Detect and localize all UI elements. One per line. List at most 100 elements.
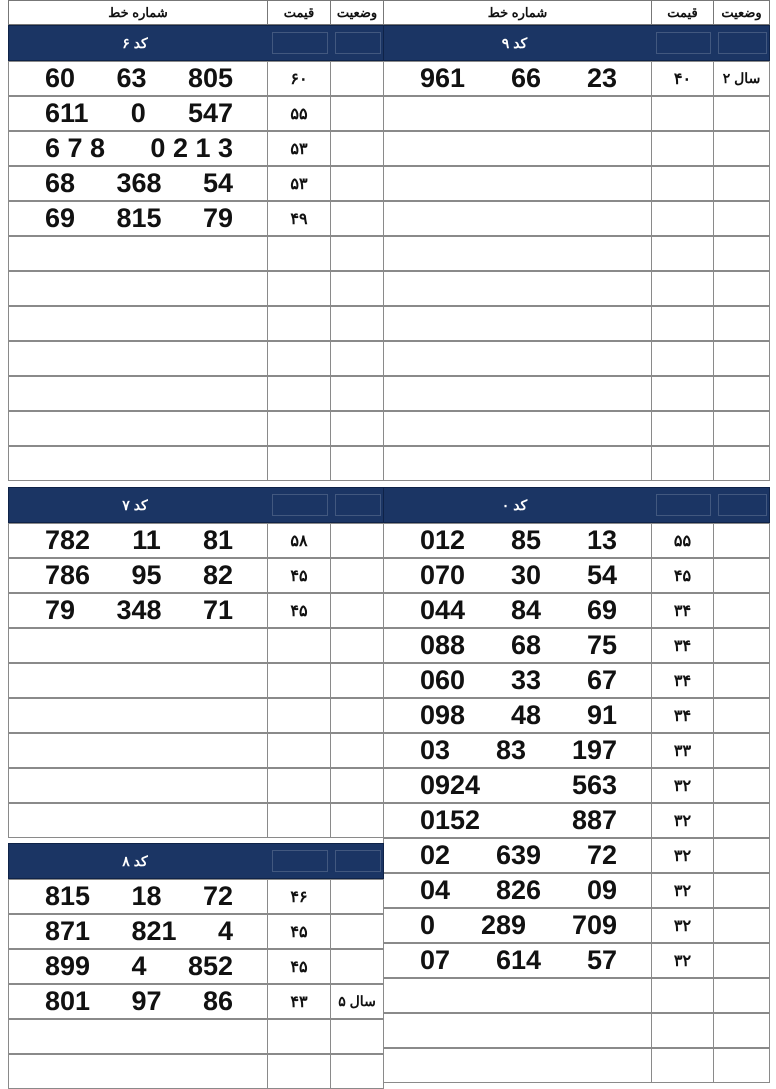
status-cell bbox=[713, 1048, 770, 1083]
line-number-cell: 871 821 4 bbox=[8, 914, 268, 949]
line-number-cell: 961 66 23 bbox=[383, 61, 652, 96]
status-cell bbox=[330, 201, 384, 236]
status-cell bbox=[330, 523, 384, 558]
number-part: 07 bbox=[420, 945, 451, 975]
number-part: 95 bbox=[131, 560, 162, 590]
section-title: کد ۰ bbox=[501, 497, 528, 513]
price-cell: ۵۸ bbox=[267, 523, 331, 558]
number-part: 611 bbox=[45, 98, 89, 128]
line-number-cell bbox=[8, 341, 268, 376]
number-part: 69 bbox=[45, 203, 76, 233]
number-part: 0152 bbox=[420, 805, 481, 835]
price-cell: ۵۵ bbox=[267, 96, 331, 131]
number-part: 30 bbox=[510, 560, 542, 590]
status-cell bbox=[713, 943, 770, 978]
price-cell bbox=[267, 271, 331, 306]
status-cell bbox=[330, 341, 384, 376]
status-cell bbox=[713, 166, 770, 201]
price-cell bbox=[267, 1054, 331, 1089]
status-cell bbox=[713, 1013, 770, 1048]
number-part: 03 bbox=[420, 735, 451, 765]
status-cell bbox=[713, 306, 770, 341]
price-cell: ۴۵ bbox=[267, 949, 331, 984]
number-part: 368 bbox=[116, 168, 162, 198]
price-cell: ۴۰ bbox=[651, 61, 714, 96]
price-cell bbox=[267, 768, 331, 803]
status-cell bbox=[713, 558, 770, 593]
price-cell: ۵۵ bbox=[651, 523, 714, 558]
number-part: 871 bbox=[45, 916, 91, 946]
number-part: 786 bbox=[45, 560, 91, 590]
number-part: 0924 bbox=[420, 770, 481, 800]
line-number-cell: 69 815 79 bbox=[8, 201, 268, 236]
price-cell bbox=[651, 1048, 714, 1083]
number-part: 060 bbox=[420, 665, 466, 695]
price-cell bbox=[651, 306, 714, 341]
number-part: 815 bbox=[45, 881, 91, 911]
number-part: 63 bbox=[116, 63, 147, 93]
price-header-box bbox=[272, 494, 328, 516]
number-part: 547 bbox=[187, 98, 233, 128]
status-cell bbox=[713, 96, 770, 131]
status-cell bbox=[713, 768, 770, 803]
status-cell bbox=[330, 663, 384, 698]
number-part: 79 bbox=[45, 595, 76, 625]
header-status-right: وضعیت bbox=[713, 0, 770, 25]
price-cell: ۴۵ bbox=[267, 593, 331, 628]
line-number-cell bbox=[8, 768, 268, 803]
price-cell bbox=[267, 376, 331, 411]
header-price-right: قیمت bbox=[651, 0, 714, 25]
number-part: 81 bbox=[202, 525, 233, 555]
number-part: 899 bbox=[45, 951, 91, 981]
line-number-cell bbox=[8, 1019, 268, 1054]
section-band-code8: کد ۸ bbox=[8, 843, 384, 879]
price-cell: ۳۴ bbox=[651, 593, 714, 628]
number-part: 18 bbox=[131, 881, 162, 911]
price-cell: ۴۶ bbox=[267, 879, 331, 914]
line-number-cell bbox=[383, 166, 652, 201]
status-cell bbox=[330, 1019, 384, 1054]
number-part: 070 bbox=[420, 560, 466, 590]
price-cell bbox=[651, 376, 714, 411]
status-cell bbox=[713, 663, 770, 698]
line-number-cell: 815 18 72 bbox=[8, 879, 268, 914]
price-cell: ۳۲ bbox=[651, 803, 714, 838]
status-cell bbox=[330, 131, 384, 166]
status-header-box bbox=[718, 32, 767, 54]
number-part: 04 bbox=[420, 875, 451, 905]
number-part: 72 bbox=[202, 881, 233, 911]
price-cell bbox=[651, 446, 714, 481]
number-part: 66 bbox=[510, 63, 542, 93]
line-number-cell bbox=[8, 663, 268, 698]
line-number-cell: 060 33 67 bbox=[383, 663, 652, 698]
number-part: 68 bbox=[45, 168, 76, 198]
line-number-cell bbox=[383, 306, 652, 341]
section-title: کد ۹ bbox=[501, 35, 528, 51]
status-header-box bbox=[718, 494, 767, 516]
status-cell: ۲ سال bbox=[713, 61, 770, 96]
section-band-code0: کد ۰ bbox=[383, 487, 770, 523]
number-part: 48 bbox=[510, 700, 542, 730]
status-cell bbox=[330, 949, 384, 984]
status-header-box bbox=[335, 32, 381, 54]
status-cell bbox=[330, 376, 384, 411]
price-cell bbox=[651, 1013, 714, 1048]
number-part: 805 bbox=[187, 63, 233, 93]
line-number-cell: 04 826 09 bbox=[383, 873, 652, 908]
number-part: 709 bbox=[571, 910, 617, 940]
number-part: 91 bbox=[586, 700, 617, 730]
price-cell: ۵۳ bbox=[267, 166, 331, 201]
line-number-cell bbox=[8, 376, 268, 411]
price-cell bbox=[267, 306, 331, 341]
number-part: 782 bbox=[45, 525, 91, 555]
status-cell bbox=[713, 838, 770, 873]
number-part: 82 bbox=[202, 560, 233, 590]
number-part: 09 bbox=[586, 875, 617, 905]
price-cell bbox=[651, 166, 714, 201]
price-cell bbox=[651, 411, 714, 446]
line-number-cell: 098 48 91 bbox=[383, 698, 652, 733]
line-number-cell bbox=[8, 1054, 268, 1089]
number-part: 71 bbox=[202, 595, 233, 625]
price-cell bbox=[651, 978, 714, 1013]
line-number-cell bbox=[8, 733, 268, 768]
